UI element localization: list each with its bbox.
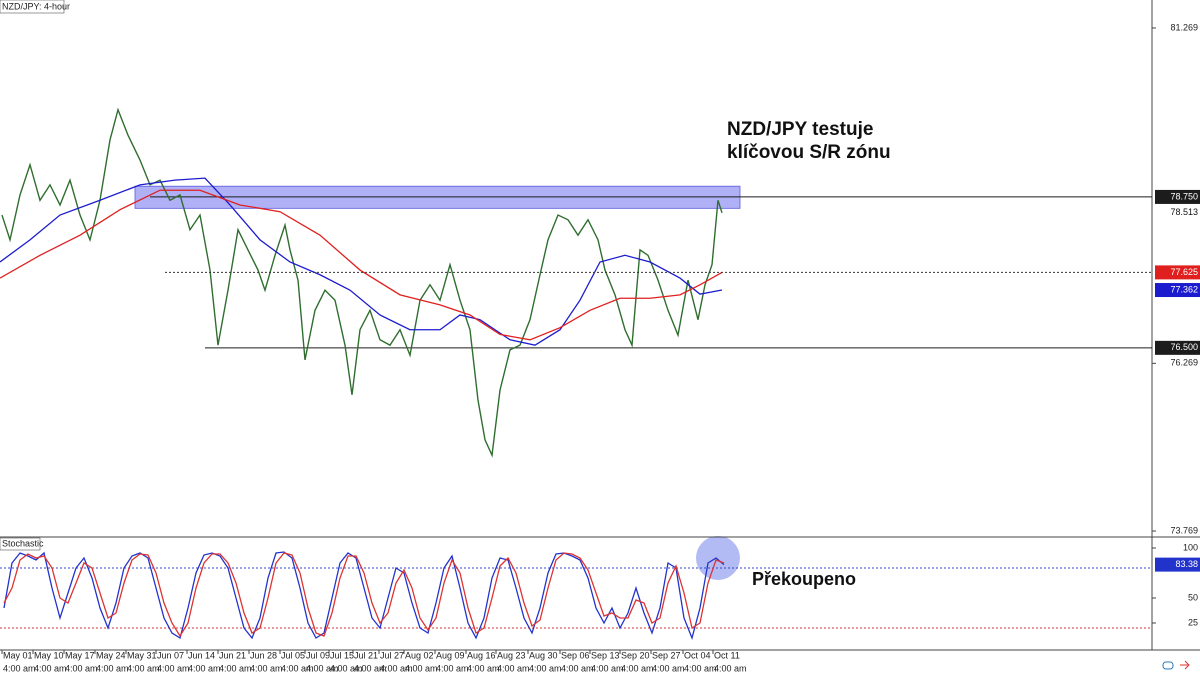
y-tick-label: 25 <box>1188 617 1198 627</box>
x-tick-sublabel: 4:00 am <box>330 663 363 673</box>
y-tick-label: 76.269 <box>1170 358 1198 368</box>
x-tick-label: Jul 15 <box>330 650 354 660</box>
annotation: Překoupeno <box>752 569 856 589</box>
last-value-label-box <box>1155 283 1200 298</box>
x-tick-label: Aug 30 <box>529 650 558 660</box>
series-line <box>0 177 723 346</box>
x-tick-label: Aug 09 <box>436 650 465 660</box>
indicator-title: Stochastic <box>2 538 44 548</box>
x-tick-sublabel: 4:00 am <box>380 663 413 673</box>
x-tick-label: May 31 <box>127 650 157 660</box>
x-tick-label: May 24 <box>96 650 126 660</box>
x-tick-sublabel: 4:00 am <box>3 663 36 673</box>
x-tick-sublabel: 4:00 am <box>96 663 129 673</box>
level-label: 76.500 <box>1170 342 1198 352</box>
x-tick-sublabel: 4:00 am <box>34 663 67 673</box>
x-tick-sublabel: 4:00 am <box>65 663 98 673</box>
level-label-box <box>1155 340 1200 355</box>
chart-title: NZD/JPY: 4-hour <box>2 1 70 11</box>
series-line <box>3 551 725 641</box>
x-tick-sublabel: 4:00 am <box>436 663 469 673</box>
y-tick-label: 100 <box>1183 542 1198 552</box>
last-value-label-box <box>1155 265 1200 280</box>
x-tick-label: Sep 20 <box>621 650 650 660</box>
x-tick-label: Jul 27 <box>380 650 404 660</box>
x-tick-sublabel: 4:00 am <box>250 663 283 673</box>
last-value-label: 77.625 <box>1170 267 1198 277</box>
last-value-label-box <box>1155 205 1200 220</box>
x-tick-sublabel: 4:00 am <box>684 663 717 673</box>
x-tick-sublabel: 4:00 am <box>652 663 685 673</box>
series-line <box>3 552 725 638</box>
x-tick-sublabel: 4:00 am <box>354 663 387 673</box>
x-tick-sublabel: 4:00 am <box>281 663 314 673</box>
x-tick-sublabel: 4:00 am <box>467 663 500 673</box>
series-line <box>0 189 723 341</box>
icon[interactable] <box>1180 660 1190 670</box>
x-tick-label: Oct 04 <box>684 650 711 660</box>
x-tick-label: Aug 16 <box>467 650 496 660</box>
x-tick-sublabel: 4:00 am <box>714 663 747 673</box>
series-line <box>1 107 723 458</box>
x-tick-sublabel: 4:00 am <box>405 663 438 673</box>
annotation: NZD/JPY testuje <box>727 119 873 140</box>
x-tick-sublabel: 4:00 am <box>561 663 594 673</box>
x-tick-label: Aug 23 <box>497 650 526 660</box>
x-tick-sublabel: 4:00 am <box>591 663 624 673</box>
x-tick-label: Jul 21 <box>354 650 378 660</box>
title-box <box>0 0 65 14</box>
highlight-circle <box>696 536 740 580</box>
level-label: 78.750 <box>1170 191 1198 201</box>
x-tick-label: Sep 27 <box>652 650 681 660</box>
x-tick-sublabel: 4:00 am <box>219 663 252 673</box>
x-tick-sublabel: 4:00 am <box>497 663 530 673</box>
y-tick-label: 73.769 <box>1170 525 1198 535</box>
x-tick-label: Jun 21 <box>219 650 246 660</box>
x-tick-label: Jul 05 <box>281 650 305 660</box>
last-value-label: 78.513 <box>1170 207 1198 217</box>
x-tick-label: Jun 14 <box>188 650 215 660</box>
x-tick-label: Jul 09 <box>306 650 330 660</box>
x-tick-label: May 10 <box>34 650 64 660</box>
x-tick-label: May 01 <box>3 650 33 660</box>
y-tick-label: 81.269 <box>1170 22 1198 32</box>
x-tick-label: Jun 07 <box>157 650 184 660</box>
annotation: klíčovou S/R zónu <box>727 142 891 163</box>
x-tick-sublabel: 4:00 am <box>529 663 562 673</box>
indicator-title-box <box>0 537 41 551</box>
x-tick-label: Oct 11 <box>714 650 740 660</box>
x-tick-sublabel: 4:00 am <box>306 663 339 673</box>
x-tick-label: Sep 13 <box>591 650 620 660</box>
x-tick-sublabel: 4:00 am <box>188 663 221 673</box>
last-value-label-box <box>1155 557 1200 572</box>
x-tick-label: Aug 02 <box>405 650 434 660</box>
x-tick-sublabel: 4:00 am <box>621 663 654 673</box>
x-tick-label: Jun 28 <box>250 650 277 660</box>
x-tick-sublabel: 4:00 am <box>157 663 190 673</box>
last-value-label: 83.38 <box>1175 559 1198 569</box>
y-tick-label: 50 <box>1188 592 1198 602</box>
x-tick-label: Sep 06 <box>561 650 590 660</box>
icon[interactable] <box>1162 661 1174 670</box>
x-tick-sublabel: 4:00 am <box>127 663 160 673</box>
x-tick-label: May 17 <box>65 650 95 660</box>
last-value-label: 77.362 <box>1170 284 1198 294</box>
level-label-box <box>1155 189 1200 204</box>
